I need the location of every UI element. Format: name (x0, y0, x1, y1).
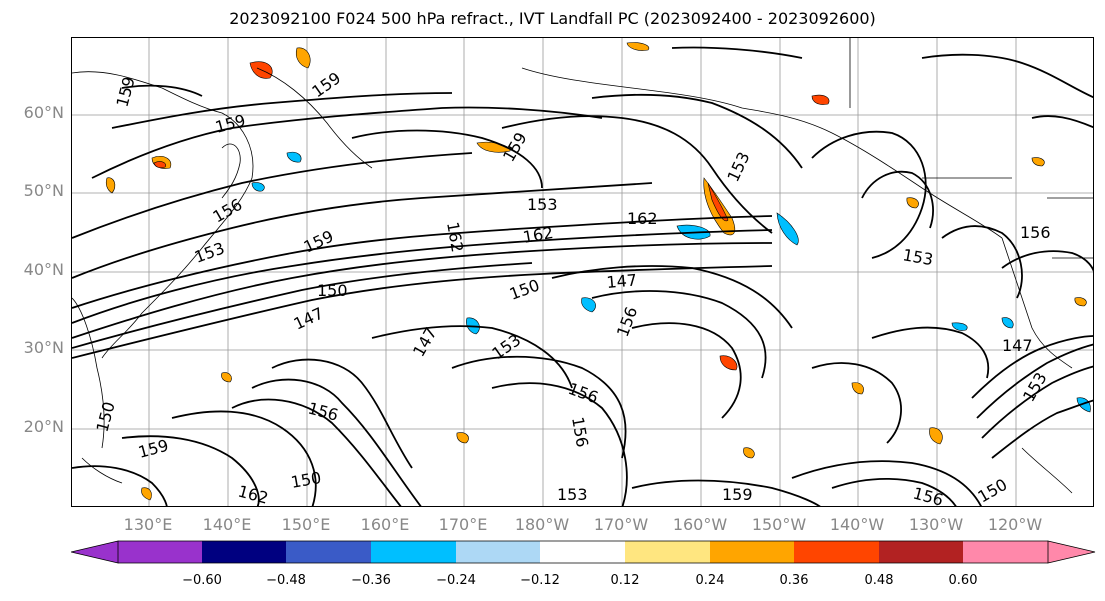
contour-label: 150 (507, 275, 542, 303)
contour-label: 156 (613, 304, 641, 339)
colorbar-segment (540, 541, 625, 563)
map-panel: 159 159 159 159 153 153 162 162 153 156 … (71, 37, 1094, 507)
lat-label: 50°N (23, 181, 64, 200)
colorbar-segment (625, 541, 710, 563)
colorbar-tick: −0.60 (182, 573, 222, 588)
contour-label: 153 (527, 195, 558, 214)
contour-label: 159 (113, 75, 139, 109)
lon-label: 160°W (672, 515, 728, 534)
contour-label: 156 (911, 484, 945, 507)
colorbar-tick: 0.24 (695, 573, 725, 588)
graticule (72, 38, 1093, 506)
lon-label: 150°E (281, 515, 331, 534)
contour-label: 147 (1002, 336, 1033, 355)
contour-label: 147 (606, 270, 638, 292)
lat-label: 20°N (23, 417, 64, 436)
lon-label: 150°W (751, 515, 807, 534)
lon-label: 140°W (829, 515, 885, 534)
lon-label: 180°W (514, 515, 570, 534)
contour-label: 153 (901, 245, 934, 269)
lon-label: 140°E (202, 515, 252, 534)
lon-label: 170°W (593, 515, 649, 534)
contour-label: 159 (301, 226, 337, 256)
contour-label: 153 (557, 485, 588, 504)
colorbar-segment (710, 541, 794, 563)
lat-label: 30°N (23, 338, 64, 357)
colorbar-tick: −0.48 (266, 573, 306, 588)
contour-label: 159 (213, 111, 247, 137)
contour-label: 153 (723, 149, 753, 185)
colorbar-segment (879, 541, 963, 563)
colorbar (71, 540, 1096, 564)
colorbar-tick: −0.24 (436, 573, 476, 588)
contour-label: 156 (1020, 223, 1051, 242)
lat-label: 40°N (23, 260, 64, 279)
colorbar-segment (371, 541, 456, 563)
contour-label: 156 (568, 415, 592, 448)
map-canvas: 159 159 159 159 153 153 162 162 153 156 … (72, 38, 1093, 507)
contour-label-layer: 159 159 159 159 153 153 162 162 153 156 … (93, 68, 1051, 507)
contour-label: 153 (192, 238, 227, 266)
lon-label: 160°E (360, 515, 410, 534)
lon-label: 130°W (908, 515, 964, 534)
height-contours (72, 46, 1093, 506)
colorbar-tick: −0.12 (520, 573, 560, 588)
colorbar-tick: 0.48 (864, 573, 894, 588)
contour-label: 159 (136, 436, 170, 462)
colorbar-segment (963, 541, 1048, 563)
contour-label: 159 (722, 485, 753, 504)
shaded-anomalies (105, 42, 1091, 501)
lat-label: 60°N (23, 103, 64, 122)
colorbar-segment (202, 541, 286, 563)
contour-label: 159 (308, 68, 344, 101)
colorbar-segment (118, 541, 202, 563)
lon-label: 130°E (123, 515, 173, 534)
contour-label: 156 (306, 399, 340, 425)
contour-label: 156 (566, 379, 601, 407)
colorbar-tick: −0.36 (351, 573, 391, 588)
colorbar-extend-low (71, 540, 119, 564)
colorbar-segment (794, 541, 879, 563)
contour-label: 150 (289, 468, 322, 492)
colorbar-tick: 0.36 (779, 573, 809, 588)
contour-label: 150 (317, 281, 348, 300)
colorbar-segment (456, 541, 540, 563)
lon-label: 170°E (438, 515, 488, 534)
colorbar-tick: 0.12 (610, 573, 640, 588)
contour-label: 147 (291, 303, 327, 333)
colorbar-tick: 0.60 (948, 573, 978, 588)
contour-label: 162 (521, 223, 554, 247)
colorbar-segment (286, 541, 371, 563)
lon-label: 120°W (987, 515, 1043, 534)
plot-title: 2023092100 F024 500 hPa refract., IVT La… (229, 9, 876, 28)
contour-label: 162 (443, 220, 467, 253)
contour-label: 162 (627, 209, 658, 228)
contour-label: 150 (975, 475, 1011, 507)
colorbar-extend-high (1047, 540, 1096, 564)
contour-label: 162 (236, 482, 270, 507)
